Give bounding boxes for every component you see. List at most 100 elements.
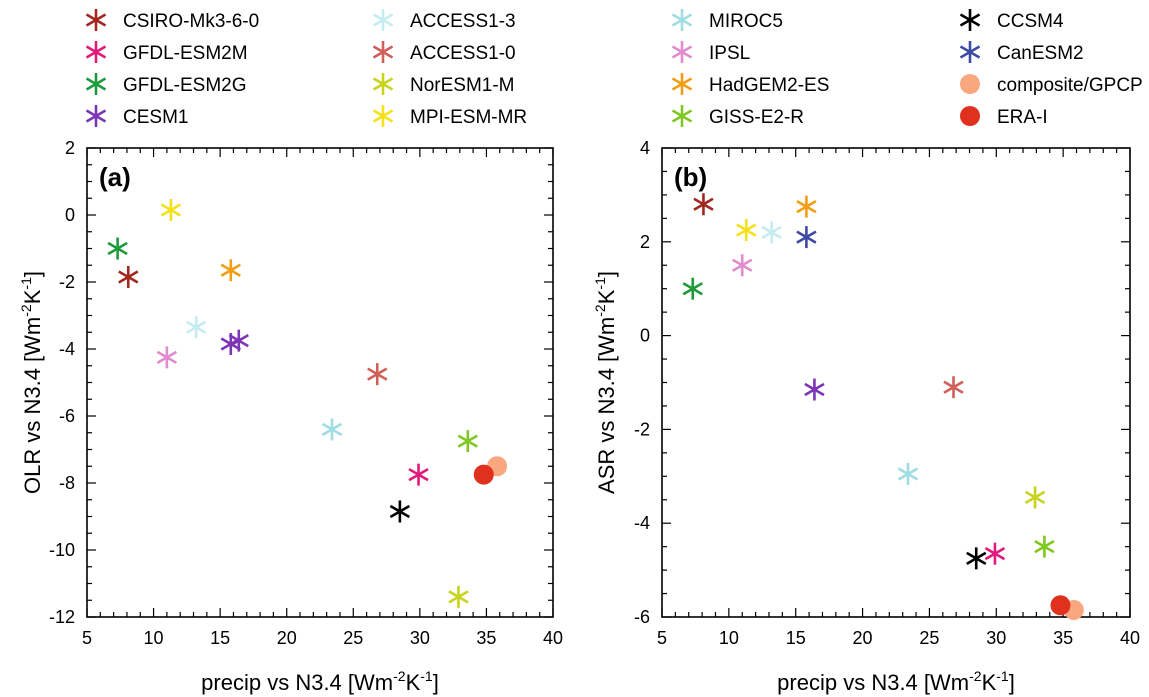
x-tick-label: 30 <box>410 628 430 648</box>
legend-label: CSIRO-Mk3-6-0 <box>123 11 259 32</box>
legend-item-hadgem2-es: HadGEM2-ES <box>671 73 829 96</box>
y-tick-label: -6 <box>634 607 650 627</box>
legend-marker <box>372 9 394 31</box>
y-tick-label: 0 <box>640 326 650 346</box>
legend-label: IPSL <box>709 43 750 64</box>
x-tick-label: 10 <box>719 628 739 648</box>
point-noresm1-m <box>1024 486 1046 509</box>
legend-marker <box>671 73 693 95</box>
x-tick-label: 10 <box>144 628 164 648</box>
legend-marker <box>85 9 107 31</box>
legend-item-ipsl: IPSL <box>671 41 750 64</box>
x-tick-label: 15 <box>210 628 230 648</box>
legend-item-composite-gpcp: composite/GPCP <box>960 74 1143 96</box>
point-era-i <box>1050 595 1071 616</box>
legend-label: MPI-ESM-MR <box>410 107 527 128</box>
x-tick-label: 40 <box>543 628 563 648</box>
y-tick-label: 4 <box>640 138 650 158</box>
plot-frame <box>661 147 1131 618</box>
legend-label: ERA-I <box>997 107 1048 128</box>
legend-marker <box>959 41 981 63</box>
y-tick-label: -6 <box>59 406 75 426</box>
legend-marker <box>960 74 980 94</box>
legend-label: CanESM2 <box>997 43 1084 64</box>
panel-label: (a) <box>99 162 131 192</box>
x-tick-label: 40 <box>1120 628 1140 648</box>
point-giss-e2-r <box>457 430 478 453</box>
legend-label: NorESM1-M <box>410 75 515 96</box>
legend-marker <box>671 9 693 31</box>
y-axis-title: OLR vs N3.4 [Wm-2K-1] <box>18 271 45 494</box>
legend-item-csiro-mk3-6-0: CSIRO-Mk3-6-0 <box>85 9 259 32</box>
x-tick-label: 35 <box>1053 628 1073 648</box>
legend-label: GFDL-ESM2G <box>123 75 247 96</box>
legend-marker <box>960 106 980 126</box>
legend-marker <box>372 73 394 95</box>
point-ccsm4 <box>389 500 411 523</box>
legend-marker <box>85 73 107 95</box>
y-tick-label: -12 <box>49 607 75 627</box>
legend-marker <box>372 105 394 127</box>
legend-label: HadGEM2-ES <box>709 75 829 96</box>
legend-item-ccsm4: CCSM4 <box>959 9 1064 32</box>
x-tick-label: 5 <box>82 628 92 648</box>
point-mpi-esm-mr <box>160 198 182 221</box>
point-hadgem2-es <box>796 195 817 218</box>
legend-item-miroc5: MIROC5 <box>671 9 783 32</box>
x-tick-label: 5 <box>657 628 667 648</box>
legend-label: ACCESS1-3 <box>410 11 516 32</box>
legend-marker <box>372 41 394 63</box>
x-tick-label: 20 <box>853 628 873 648</box>
point-noresm1-m <box>448 585 469 608</box>
y-tick-label: -10 <box>49 540 75 560</box>
legend-item-access1-0: ACCESS1-0 <box>372 41 516 64</box>
legend-marker <box>959 9 981 31</box>
y-tick-label: -2 <box>634 419 650 439</box>
point-giss-e2-r <box>1034 535 1055 558</box>
legend-marker <box>85 41 107 63</box>
point-access1-3 <box>186 316 207 339</box>
x-tick-label: 15 <box>786 628 806 648</box>
point-mpi-esm-mr <box>736 219 757 242</box>
point-access1-3 <box>761 221 782 244</box>
plot-frame <box>86 147 554 618</box>
point-access1-0 <box>367 363 388 386</box>
point-gfdl-esm2g <box>682 277 703 300</box>
y-axis-title: ASR vs N3.4 [Wm-2K-1] <box>592 271 619 494</box>
point-csiro-mk3-6-0 <box>118 265 139 288</box>
legend-label: ACCESS1-0 <box>410 43 516 64</box>
legend-label: GISS-E2-R <box>709 107 804 128</box>
point-csiro-mk3-6-0 <box>693 193 714 216</box>
y-tick-label: 2 <box>640 232 650 252</box>
panel-a: 5 10 15 20 25 30 35 40 -12 -10 -8 -6 -4 -2 0 2 (a) precip… <box>18 138 563 695</box>
point-hadgem2-es <box>220 259 241 282</box>
y-tick-label: 2 <box>65 138 75 158</box>
legend-label: CCSM4 <box>997 11 1064 32</box>
legend-marker <box>85 105 107 127</box>
x-tick-label: 30 <box>986 628 1006 648</box>
point-gfdl-esm2m <box>408 463 429 486</box>
legend-label: composite/GPCP <box>997 75 1143 96</box>
x-axis-title: precip vs N3.4 [Wm-2K-1] <box>201 668 439 695</box>
point-gfdl-esm2m <box>984 542 1006 565</box>
legend-label: GFDL-ESM2M <box>123 43 248 64</box>
point-cesm1 <box>804 378 825 401</box>
point-gfdl-esm2g <box>107 237 128 260</box>
legend-item-gfdl-esm2m: GFDL-ESM2M <box>85 41 248 64</box>
y-tick-label: 0 <box>65 205 75 225</box>
point-miroc5 <box>321 418 343 441</box>
legend-item-mpi-esm-mr: MPI-ESM-MR <box>372 105 527 128</box>
legend-item-gfdl-esm2g: GFDL-ESM2G <box>85 73 247 96</box>
y-tick-label: -4 <box>634 513 650 533</box>
y-tick-label: -8 <box>59 473 75 493</box>
point-canesm2 <box>796 226 817 249</box>
legend-item-access1-3: ACCESS1-3 <box>372 9 516 32</box>
x-tick-label: 35 <box>476 628 496 648</box>
legend-label: MIROC5 <box>709 11 783 32</box>
legend-item-noresm1-m: NorESM1-M <box>372 73 515 96</box>
point-ipsl <box>156 346 178 369</box>
legend-marker <box>671 105 693 127</box>
point-miroc5 <box>897 462 919 485</box>
x-tick-label: 25 <box>343 628 363 648</box>
